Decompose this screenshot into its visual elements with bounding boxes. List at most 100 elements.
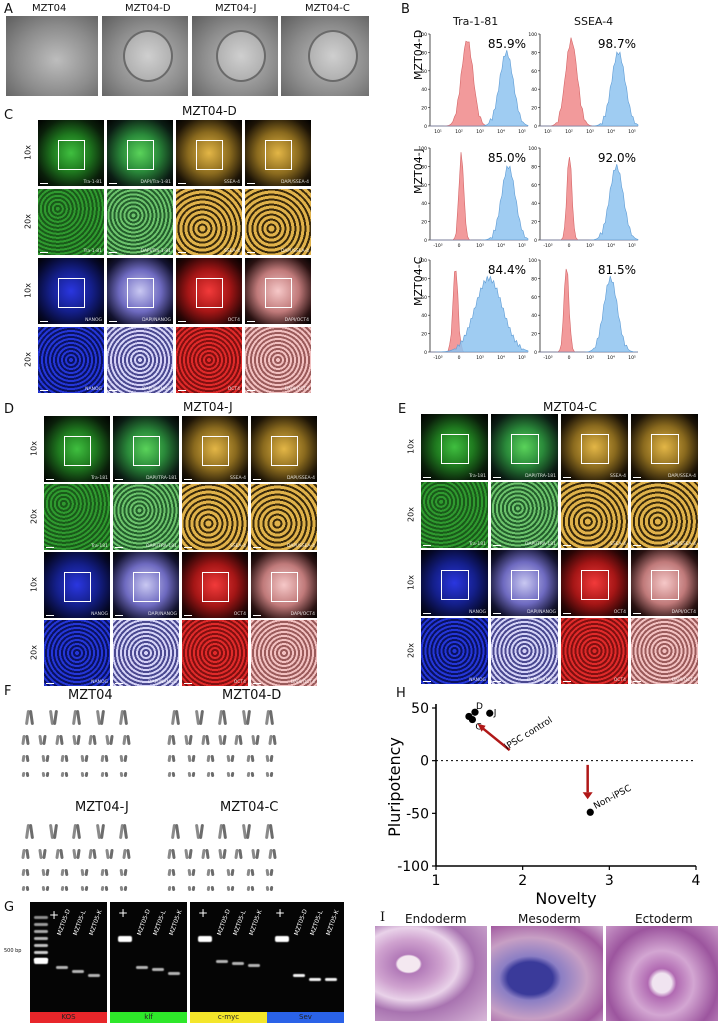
chromosome xyxy=(210,868,215,877)
fluorescence-tile: OCT4 xyxy=(176,327,242,393)
chromosome xyxy=(246,868,251,877)
y-tick-label: 100 xyxy=(528,146,537,152)
fluorescence-tile: NANOG xyxy=(38,327,104,393)
panel-label-h: H xyxy=(396,686,406,701)
magnification-label: 10x xyxy=(23,283,33,298)
chromosome xyxy=(210,885,215,892)
fluorescence-tile: OCT4 xyxy=(182,620,248,686)
chromosome xyxy=(187,754,192,763)
scale-bar xyxy=(115,683,123,684)
zoom-region-box xyxy=(132,571,160,602)
flow-row-label: MZT04-D xyxy=(412,30,425,80)
zoom-region-box xyxy=(126,139,154,170)
chromosome xyxy=(84,868,89,877)
annotation-label: Non-iPSC xyxy=(592,784,633,812)
flow-row-label: MZT04-C xyxy=(412,256,425,306)
chromosome xyxy=(191,885,195,892)
channel-caption: DAPI/Tra-1-81 xyxy=(140,180,171,185)
histology-image xyxy=(606,926,718,1021)
fluorescence-tile: DAPI/SSEA-4 xyxy=(631,482,698,548)
positive-control-label: + xyxy=(198,906,209,920)
y-tick-label: 80 xyxy=(421,276,427,282)
channel-caption: NANOG xyxy=(91,680,108,685)
fluorescence-tile: DAPI/SSEA-4 xyxy=(251,416,317,482)
channel-caption: OCT4 xyxy=(233,680,246,685)
channel-caption: NANOG xyxy=(85,387,102,392)
channel-caption: Tra-1-81 xyxy=(83,180,102,185)
chromosome xyxy=(100,868,105,877)
karyotype-label-mzt04-c: MZT04-C xyxy=(220,800,279,815)
chromosome xyxy=(99,709,105,726)
chromosome xyxy=(100,771,104,778)
x-tick-label: 10³ xyxy=(586,243,594,249)
y-tick-label: 40 xyxy=(421,87,427,93)
scale-bar xyxy=(247,252,255,253)
chromosome xyxy=(230,868,235,877)
sample-band xyxy=(152,968,164,971)
chromosome xyxy=(80,885,85,892)
sample-band xyxy=(216,960,228,963)
chromosome xyxy=(123,885,128,892)
gene-label: klf xyxy=(144,1013,153,1021)
positive-band xyxy=(118,936,132,942)
gene-label: c-myc xyxy=(217,1013,240,1021)
y-tick-label: 0 xyxy=(534,124,537,130)
panel-label-c: C xyxy=(4,108,14,123)
chromosome xyxy=(84,754,89,763)
fluorescence-tile: DAPI/TRA-181 xyxy=(113,416,179,482)
zoom-region-box xyxy=(63,571,91,602)
chromosome xyxy=(250,868,255,877)
fluorescence-tile: Tra-181 xyxy=(44,484,110,550)
y-tick-label: 20 xyxy=(421,106,427,112)
chromosome xyxy=(64,885,69,892)
gel-image: + MZT05-D MZT05-L MZT05-K xyxy=(30,902,107,1012)
channel-caption: NANOG xyxy=(469,610,486,615)
channel-caption: SSEA-4 xyxy=(229,476,246,481)
chromosome xyxy=(104,771,108,778)
scale-bar xyxy=(184,547,192,548)
point-label: J xyxy=(493,708,497,718)
y-tick-label: 20 xyxy=(531,220,537,226)
chromosome xyxy=(269,771,274,778)
panel-label-e: E xyxy=(398,402,407,417)
scale-bar xyxy=(46,683,54,684)
scale-bar xyxy=(633,681,641,682)
scale-bar xyxy=(46,479,54,480)
chromosome xyxy=(25,885,30,892)
channel-caption: DAPI/SSEA-4 xyxy=(280,249,309,254)
positive-band xyxy=(275,936,289,942)
channel-caption: DAPI/NANOG xyxy=(148,612,177,617)
percent-positive-label: 92.0% xyxy=(598,151,636,165)
y-tick-label: 40 xyxy=(421,313,427,319)
ladder-band xyxy=(34,937,48,940)
scale-bar xyxy=(253,547,261,548)
zoom-region-box xyxy=(201,571,229,602)
chromosome xyxy=(226,771,231,778)
y-tick-label: 60 xyxy=(531,183,537,189)
lane-label: MZT05-K xyxy=(248,908,264,937)
scale-bar xyxy=(115,547,123,548)
chromosome xyxy=(123,709,129,726)
scale-bar xyxy=(253,479,261,480)
positive-band xyxy=(198,936,212,942)
annotation-arrowhead xyxy=(582,792,593,800)
scale-bar xyxy=(493,477,501,478)
chromosome xyxy=(269,885,274,892)
chromosome xyxy=(92,848,98,860)
fluorescence-tile: DAPI/Tra-1-81 xyxy=(107,120,173,186)
fluorescence-tile: DAPI/OCT4 xyxy=(631,550,698,616)
channel-caption: SSEA-4 xyxy=(223,249,240,254)
fluorescence-tile: DAPI/NANOG xyxy=(491,550,558,616)
gene-label: KOS xyxy=(61,1013,76,1021)
x-tick-label: 10⁴ xyxy=(607,129,615,135)
y-tick-label: 60 xyxy=(531,295,537,301)
channel-caption: OCT4 xyxy=(227,318,240,323)
panel-d-title: MZT04-J xyxy=(183,400,233,414)
chromosome xyxy=(171,868,176,877)
zoom-region-box xyxy=(511,433,539,464)
scale-bar xyxy=(423,613,431,614)
chromosome xyxy=(25,848,30,860)
panel-e-title: MZT04-C xyxy=(543,400,597,414)
scale-bar xyxy=(178,390,186,391)
